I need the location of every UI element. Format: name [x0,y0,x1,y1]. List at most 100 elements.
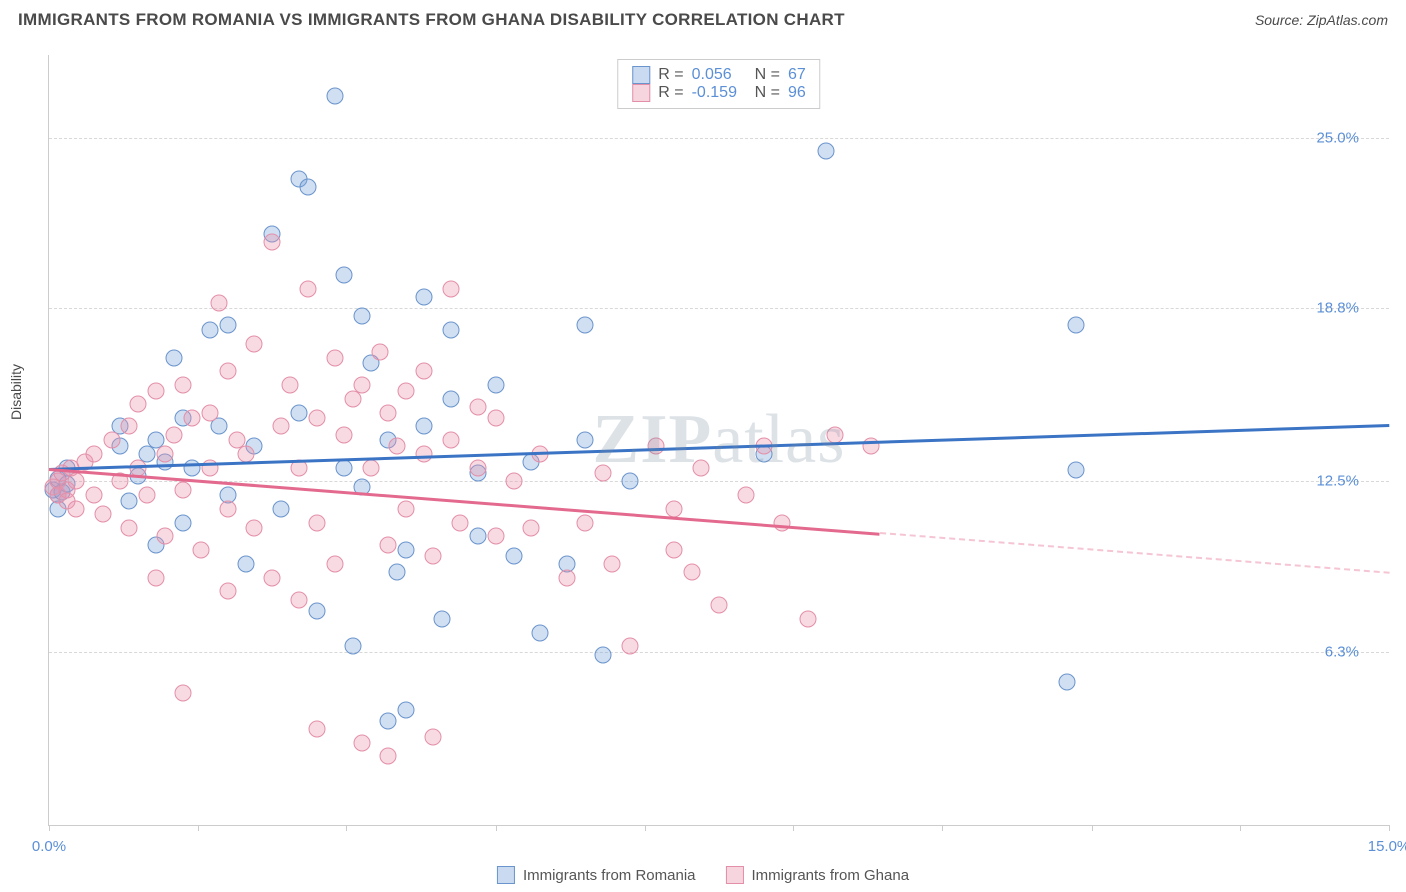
scatter-point [121,492,138,509]
scatter-point [335,426,352,443]
scatter-point [800,610,817,627]
scatter-point [148,569,165,586]
x-tick [942,825,943,831]
scatter-point [201,322,218,339]
legend-n-value: 96 [788,84,806,102]
legend-r-label: R = [658,84,683,102]
scatter-point [818,143,835,160]
scatter-point [577,514,594,531]
x-tick [1389,825,1390,831]
y-tick-label: 12.5% [1279,473,1359,490]
scatter-point [219,316,236,333]
legend-item: Immigrants from Ghana [725,866,909,884]
scatter-point [309,514,326,531]
scatter-point [648,437,665,454]
x-tick [49,825,50,831]
scatter-point [827,426,844,443]
x-tick [198,825,199,831]
legend-r-value: 0.056 [692,66,747,84]
scatter-point [416,418,433,435]
scatter-point [335,267,352,284]
scatter-point [291,591,308,608]
scatter-point [398,542,415,559]
chart-title: IMMIGRANTS FROM ROMANIA VS IMMIGRANTS FR… [18,10,845,30]
scatter-point [398,382,415,399]
scatter-point [380,712,397,729]
scatter-point [434,610,451,627]
legend-n-label: N = [755,84,780,102]
scatter-point [353,308,370,325]
scatter-point [603,555,620,572]
scatter-point [666,500,683,517]
scatter-point [237,555,254,572]
legend-label: Immigrants from Ghana [751,867,909,884]
scatter-point [335,459,352,476]
scatter-point [487,410,504,427]
scatter-point [175,377,192,394]
scatter-point [309,720,326,737]
scatter-point [219,363,236,380]
scatter-point [85,445,102,462]
legend-row: R =-0.159N =96 [632,84,805,102]
scatter-point [487,377,504,394]
scatter-point [469,399,486,416]
x-tick-label: 15.0% [1368,838,1406,855]
scatter-point [505,547,522,564]
scatter-point [139,487,156,504]
x-tick [346,825,347,831]
scatter-point [621,473,638,490]
scatter-point [67,473,84,490]
scatter-point [344,638,361,655]
watermark: ZIPatlas [593,400,846,480]
scatter-point [398,500,415,517]
legend-n-label: N = [755,66,780,84]
scatter-point [577,432,594,449]
y-tick-label: 6.3% [1279,643,1359,660]
scatter-point [693,459,710,476]
scatter-point [85,487,102,504]
scatter-point [219,583,236,600]
scatter-point [443,322,460,339]
gridline [49,138,1389,139]
legend-swatch [497,866,515,884]
scatter-point [175,481,192,498]
gridline [49,308,1389,309]
scatter-point [416,445,433,462]
legend-swatch [725,866,743,884]
scatter-point [443,390,460,407]
scatter-point [67,500,84,517]
scatter-point [425,547,442,564]
x-tick-label: 0.0% [32,838,66,855]
scatter-point [380,536,397,553]
scatter-point [300,280,317,297]
legend-item: Immigrants from Romania [497,866,696,884]
scatter-point [389,564,406,581]
scatter-point [380,404,397,421]
watermark-rest: atlas [712,401,845,478]
scatter-point [737,487,754,504]
scatter-point [175,685,192,702]
x-tick [1240,825,1241,831]
scatter-point [594,646,611,663]
legend-swatch [632,66,650,84]
scatter-point [183,459,200,476]
scatter-point [862,437,879,454]
scatter-point [291,404,308,421]
scatter-point [389,437,406,454]
scatter-point [309,602,326,619]
scatter-point [326,349,343,366]
scatter-point [398,701,415,718]
scatter-point [353,734,370,751]
scatter-point [309,410,326,427]
scatter-point [523,520,540,537]
scatter-point [246,335,263,352]
scatter-point [219,500,236,517]
scatter-point [246,520,263,537]
scatter-point [282,377,299,394]
scatter-point [559,569,576,586]
scatter-point [666,542,683,559]
scatter-point [157,528,174,545]
scatter-point [416,289,433,306]
scatter-point [711,597,728,614]
y-axis-label: Disability [8,364,24,420]
